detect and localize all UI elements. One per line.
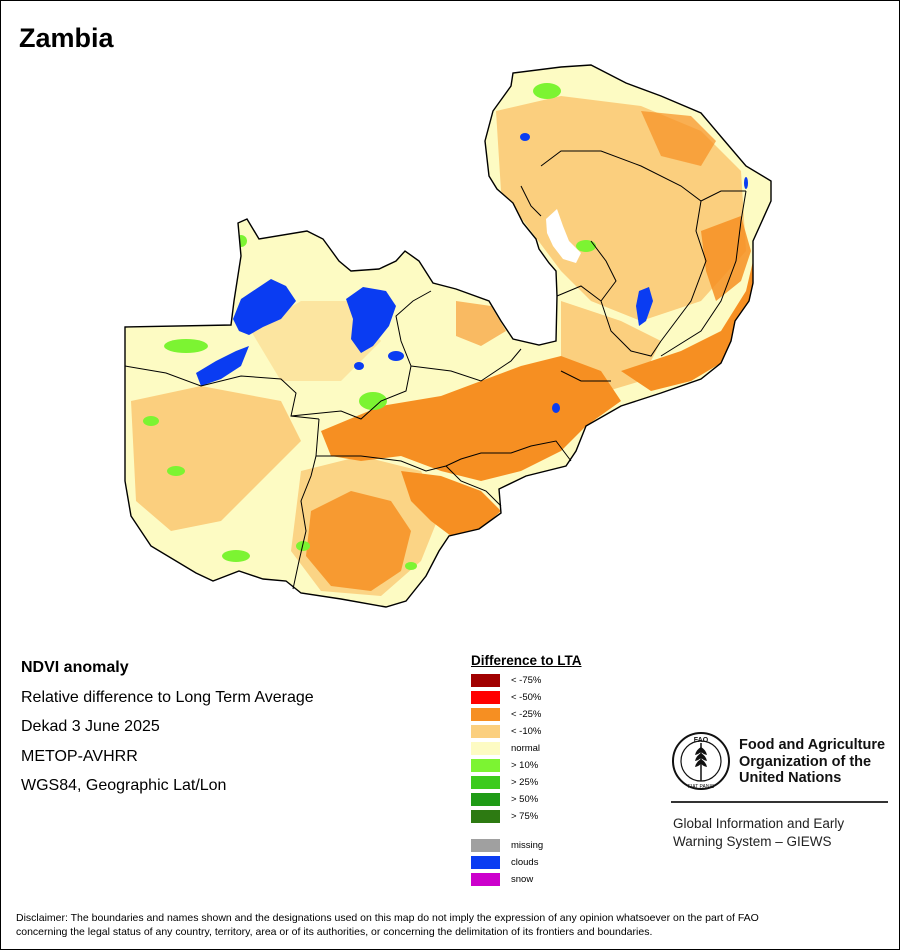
legend-item: > 50% xyxy=(471,792,582,809)
legend-swatch xyxy=(471,776,500,789)
legend-swatch xyxy=(471,856,500,869)
legend-label: clouds xyxy=(511,857,539,868)
fao-emblem-motto: FIAT PANIS xyxy=(688,784,715,790)
legend-label: > 75% xyxy=(511,811,539,822)
legend-extra-classes: missing clouds snow xyxy=(471,838,582,889)
giews-line1: Global Information and Early xyxy=(673,816,845,831)
fao-organization-name: Food and Agriculture Organization of the… xyxy=(739,737,885,787)
product-period: Dekad 3 June 2025 xyxy=(21,718,160,735)
fao-emblem-letters: FAO xyxy=(694,737,709,744)
lake-area xyxy=(546,209,581,263)
ndvi-minus25-patches xyxy=(306,111,753,591)
legend-swatch xyxy=(471,839,500,852)
legend: Difference to LTA < -75% < -50% < -25% < -1… xyxy=(471,653,582,889)
product-sensor: METOP-AVHRR xyxy=(21,747,138,765)
legend-item: > 10% xyxy=(471,758,582,775)
legend-swatch xyxy=(471,674,500,687)
legend-title: Difference to LTA xyxy=(471,653,582,668)
fao-name-line3: United Nations xyxy=(739,770,842,786)
ndvi-plus10-patches xyxy=(143,83,596,570)
legend-label: normal xyxy=(511,743,541,754)
legend-item: < -25% xyxy=(471,707,582,724)
legend-swatch xyxy=(471,759,500,772)
fao-emblem-icon: FAO FIAT PANIS xyxy=(672,732,730,790)
legend-label: < -25% xyxy=(511,709,542,720)
logo-divider xyxy=(671,801,888,803)
legend-label: > 10% xyxy=(511,760,539,771)
map-metadata: NDVI anomaly Relative difference to Long… xyxy=(21,659,314,807)
fao-name-line2: Organization of the xyxy=(739,753,872,770)
giews-line2: Warning System – GIEWS xyxy=(673,834,832,849)
disclaimer-line1: Disclaimer: The boundaries and names sho… xyxy=(16,912,759,924)
legend-item: > 25% xyxy=(471,775,582,792)
fao-name-line1: Food and Agriculture xyxy=(739,737,886,753)
legend-swatch xyxy=(471,725,500,738)
disclaimer-line2: concerning the legal status of any count… xyxy=(16,926,653,938)
product-name: NDVI anomaly xyxy=(21,659,129,676)
legend-item: normal xyxy=(471,741,582,758)
legend-item: missing xyxy=(471,838,582,855)
legend-item: < -50% xyxy=(471,690,582,707)
legend-swatch xyxy=(471,708,500,721)
legend-label: snow xyxy=(511,874,534,885)
product-description: Relative difference to Long Term Average xyxy=(21,688,314,706)
legend-label: < -10% xyxy=(511,726,542,737)
legend-item: snow xyxy=(471,872,582,889)
legend-label: > 25% xyxy=(511,777,539,788)
map-title: Zambia xyxy=(19,23,114,53)
legend-item: < -10% xyxy=(471,724,582,741)
country-border xyxy=(124,64,772,608)
map-canvas xyxy=(124,64,772,608)
legend-swatch xyxy=(471,873,500,886)
province-boundaries xyxy=(124,150,747,590)
legend-item: > 75% xyxy=(471,809,582,826)
giews-name: Global Information and Early Warning Sys… xyxy=(673,815,844,851)
legend-swatch xyxy=(471,793,500,806)
legend-label: > 50% xyxy=(511,794,539,805)
legend-label: < -75% xyxy=(511,675,542,686)
clouds-patches xyxy=(196,133,748,413)
disclaimer: Disclaimer: The boundaries and names sho… xyxy=(16,911,886,939)
legend-swatch xyxy=(471,742,500,755)
legend-item: < -75% xyxy=(471,673,582,690)
legend-label: < -50% xyxy=(511,692,542,703)
legend-classes: < -75% < -50% < -25% < -10% normal > 10% > 25%… xyxy=(471,673,582,826)
product-projection: WGS84, Geographic Lat/Lon xyxy=(21,777,227,794)
legend-label: missing xyxy=(511,840,544,851)
legend-swatch xyxy=(471,810,500,823)
legend-item: clouds xyxy=(471,855,582,872)
legend-swatch xyxy=(471,691,500,704)
